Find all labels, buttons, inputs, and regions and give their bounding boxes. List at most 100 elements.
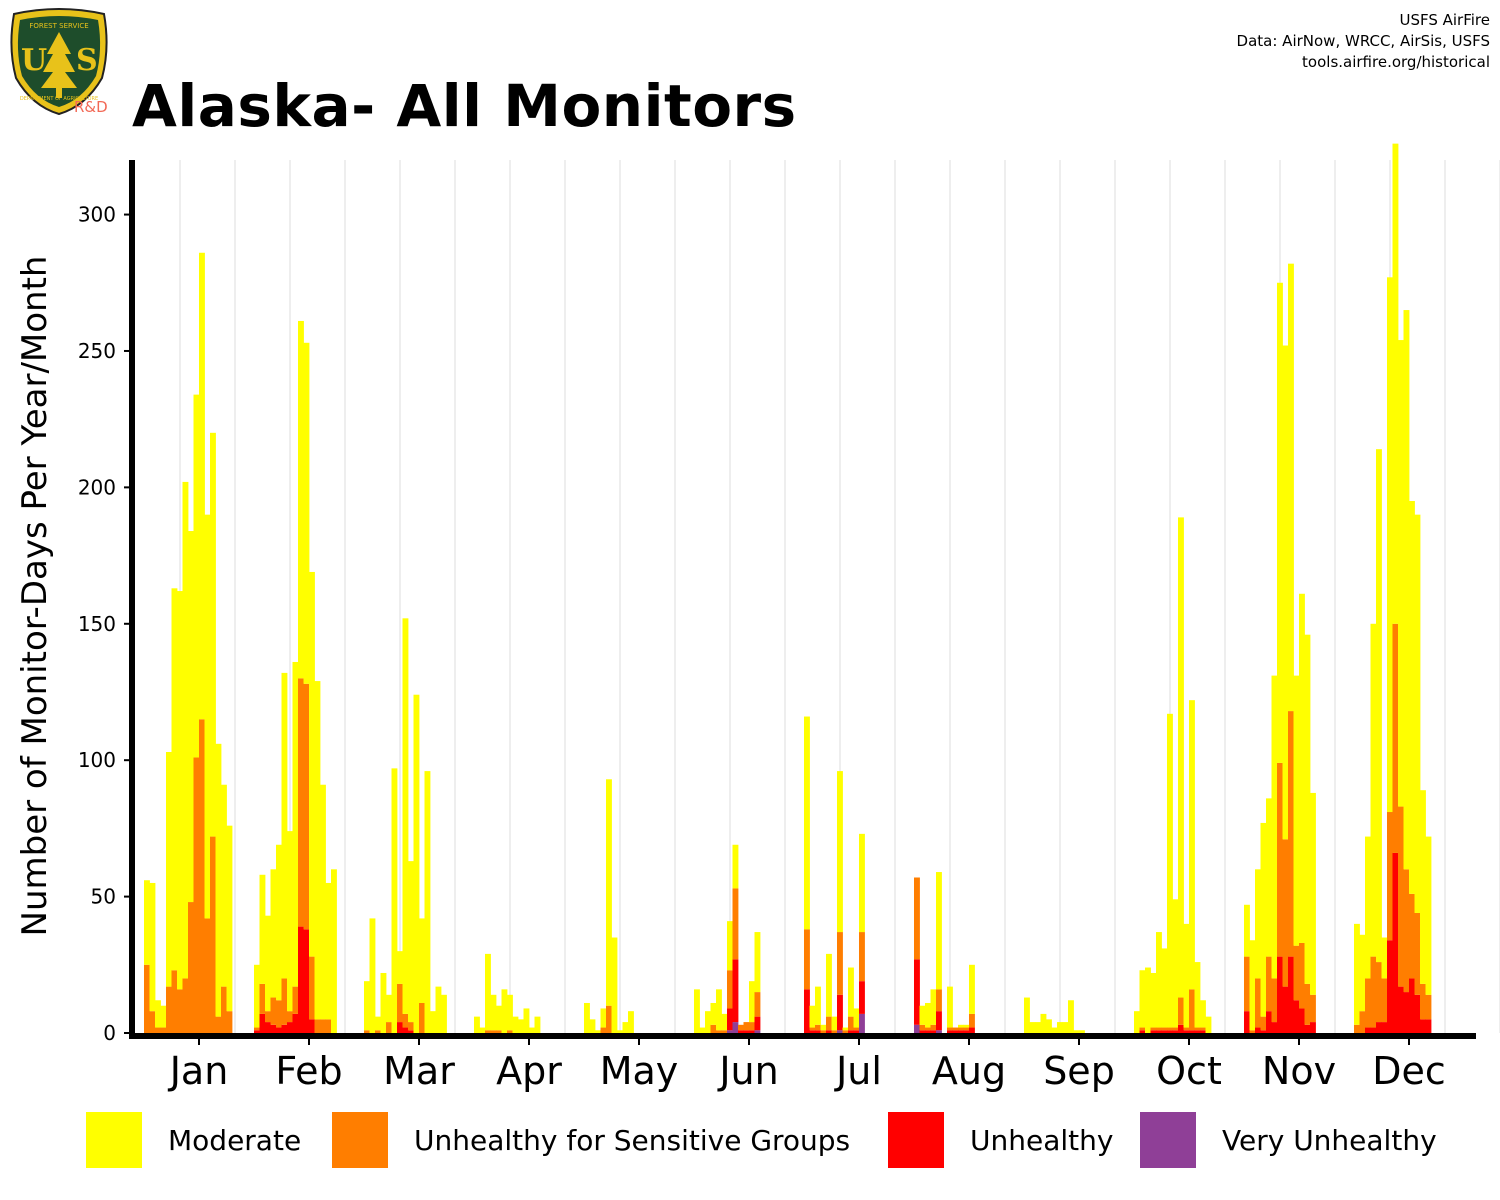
bar-segment-moderate [226, 825, 233, 1012]
bar-segment-usg [265, 1011, 271, 1023]
bar-segment-moderate [1167, 713, 1173, 1028]
bar-segment-moderate [694, 989, 700, 1033]
bar-segment-moderate [1145, 967, 1151, 1033]
bar-segment-moderate [1304, 634, 1311, 984]
legend-label-usg: Unhealthy for Sensitive Groups [414, 1124, 851, 1157]
bar-segment-moderate [859, 833, 865, 933]
bar-segment-usg [1194, 1027, 1201, 1031]
bar-segment-usg [1365, 978, 1371, 1028]
bar-segment-usg [287, 1011, 293, 1023]
bar-segment-usg [732, 888, 739, 960]
bar-segment-usg [325, 1019, 332, 1033]
bar-segment-moderate [397, 951, 403, 984]
bar-segment-usg [1200, 1027, 1206, 1031]
bar-segment-unhealthy [1172, 1030, 1179, 1033]
legend-label-unhealthy: Unhealthy [970, 1124, 1114, 1157]
bar-segment-moderate [936, 872, 942, 990]
bar-segment-usg [171, 970, 178, 1033]
x-tick-label: Oct [1156, 1049, 1222, 1093]
bar-segment-moderate [210, 432, 216, 837]
bar-segment-moderate [270, 869, 277, 998]
bar-segment-usg [727, 970, 733, 1009]
bar-segment-usg [914, 877, 920, 960]
bar-segment-moderate [391, 768, 398, 1033]
bar-segment-moderate [804, 716, 810, 930]
bar-segment-unhealthy [1365, 1027, 1371, 1033]
bar-segment-moderate [919, 1005, 926, 1025]
bar-segment-usg [144, 964, 150, 1033]
bar-segment-unhealthy [402, 1027, 409, 1033]
bar-segment-unhealthy [930, 1030, 937, 1033]
bar-segment-moderate [265, 915, 271, 1012]
bar-segment-moderate [281, 672, 288, 979]
bar-segment-very-unhealthy [837, 1030, 843, 1033]
bar-segment-usg [1156, 1027, 1162, 1031]
bar-segment-moderate [1392, 143, 1399, 624]
bar-segment-moderate [831, 1016, 838, 1031]
x-tick-label: Nov [1262, 1049, 1336, 1093]
bar-segment-usg [320, 1019, 326, 1033]
x-tick-label: Jun [717, 1049, 778, 1093]
bar-segment-unhealthy [1425, 1019, 1432, 1033]
bar-segment-moderate [430, 1011, 436, 1033]
bar-segment-usg [507, 1030, 513, 1033]
bar-segment-usg [303, 683, 310, 930]
bar-segment-moderate [523, 1008, 530, 1033]
bar-segment-unhealthy [1194, 1030, 1201, 1033]
bar-segment-unhealthy [815, 1030, 821, 1033]
bar-segment-moderate [1359, 934, 1366, 1012]
bar-segment-moderate [606, 779, 612, 1006]
bar-segment-moderate [375, 1016, 381, 1031]
bar-segment-usg [606, 1005, 612, 1033]
bar-segment-usg [1392, 623, 1399, 853]
bar-segment-usg [1425, 994, 1432, 1020]
bar-segment-usg [837, 932, 843, 995]
bar-segment-moderate [303, 342, 310, 684]
y-tick-label: 200 [78, 475, 116, 499]
bar-segment-usg [402, 1013, 409, 1028]
bar-segment-moderate [1293, 675, 1300, 946]
bar-segment-moderate [705, 1011, 711, 1033]
bar-segment-moderate [1310, 792, 1316, 995]
bar-segment-unhealthy [1398, 986, 1404, 1033]
bar-segment-moderate [292, 661, 299, 987]
bar-segment-unhealthy [754, 1016, 761, 1031]
bar-segment-unhealthy [925, 1030, 931, 1033]
y-tick-label: 300 [78, 203, 116, 227]
bar-segment-moderate [710, 1002, 717, 1025]
bar-segment-unhealthy [408, 1030, 414, 1033]
bar-segment-unhealthy [1370, 1027, 1377, 1033]
bar-segment-usg [710, 1024, 717, 1033]
bar-segment-very-unhealthy [936, 1030, 942, 1033]
bar-segment-usg [309, 956, 315, 1020]
bar-segment-unhealthy [1288, 956, 1294, 1033]
bar-segment-usg [226, 1011, 233, 1033]
bar-segment-usg [188, 902, 194, 1033]
bar-segment-moderate [1425, 836, 1432, 995]
legend: Moderate Unhealthy for Sensitive Groups … [0, 1110, 1500, 1170]
y-tick-label: 250 [78, 339, 116, 363]
bar-segment-usg [215, 1016, 222, 1033]
bar-segment-moderate [1068, 1000, 1074, 1033]
bar-segment-unhealthy [1139, 1030, 1146, 1033]
bar-segment-moderate [1387, 277, 1393, 813]
bar-segment-usg [496, 1030, 502, 1033]
bar-segment-unhealthy [1381, 1022, 1388, 1033]
bar-segment-moderate [490, 994, 497, 1031]
bar-segment-moderate [413, 694, 420, 1033]
bar-segment-usg [859, 932, 865, 982]
bar-segment-moderate [408, 861, 414, 1023]
bar-segment-unhealthy [732, 959, 739, 1023]
bar-segment-usg [160, 1027, 167, 1033]
bar-segment-moderate [177, 591, 183, 990]
bar-segment-moderate [853, 1008, 860, 1028]
bar-segment-usg [281, 978, 288, 1025]
bar-segment-moderate [419, 918, 425, 1003]
bar-segment-moderate [721, 1013, 728, 1031]
logo-top-text: FOREST SERVICE [29, 22, 88, 30]
legend-swatch-moderate [86, 1112, 142, 1168]
bar-segment-moderate [364, 981, 370, 1031]
bar-segment-moderate [1398, 340, 1404, 807]
bar-segment-unhealthy [1255, 1027, 1261, 1033]
bar-segment-unhealthy [1304, 1024, 1311, 1033]
